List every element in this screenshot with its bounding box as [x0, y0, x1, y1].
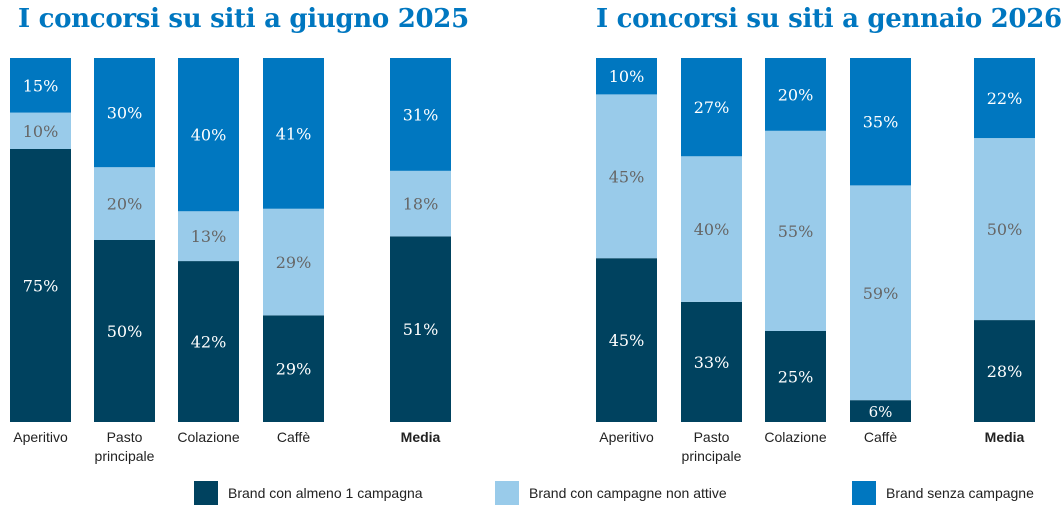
category-label: principale: [682, 448, 742, 464]
bar-segment: [94, 240, 155, 422]
data-label: 20%: [107, 195, 143, 214]
data-label: 18%: [403, 195, 439, 214]
bar-segment: [974, 138, 1035, 321]
category-label: Aperitivo: [13, 429, 68, 445]
data-label: 40%: [191, 126, 227, 145]
data-label: 45%: [609, 331, 645, 350]
data-label: 30%: [107, 104, 143, 123]
bar-segment: [390, 236, 451, 422]
bar-segment: [263, 315, 324, 422]
data-label: 13%: [191, 227, 227, 246]
data-label: 50%: [987, 220, 1023, 239]
category-label: Media: [985, 429, 1025, 445]
bar-segment: [390, 170, 451, 237]
legend-swatch-inactive: [495, 481, 519, 505]
bar-segment: [263, 58, 324, 209]
data-label: 75%: [23, 277, 59, 296]
bar-segment: [94, 58, 155, 168]
bar-segment: [178, 261, 239, 422]
bar-segment: [974, 58, 1035, 139]
category-label: Caffè: [864, 429, 897, 445]
legend-item-inactive: Brand con campagne non attive: [495, 481, 727, 505]
bar-segment: [850, 58, 911, 186]
data-label: 45%: [609, 167, 645, 186]
bar-segment: [974, 320, 1035, 422]
legend-label: Brand con campagne non attive: [529, 485, 727, 501]
data-label: 28%: [987, 362, 1023, 381]
chart-title-january-2026: I concorsi su siti a gennaio 2026: [596, 4, 1061, 34]
data-label: 42%: [191, 333, 227, 352]
bar-segment: [765, 58, 826, 131]
data-label: 15%: [23, 76, 59, 95]
legend-swatch-none: [852, 481, 876, 505]
bar-segment: [390, 58, 451, 171]
data-label: 33%: [694, 353, 730, 372]
category-label: Colazione: [177, 429, 239, 445]
bar-segment: [850, 400, 911, 422]
bar-segment: [765, 331, 826, 422]
data-label: 31%: [403, 105, 439, 124]
bar-segment: [178, 211, 239, 262]
data-label: 25%: [778, 368, 814, 387]
data-label: 29%: [276, 253, 312, 272]
chart-title-june-2025: I concorsi su siti a giugno 2025: [18, 4, 469, 34]
data-label: 10%: [23, 122, 59, 141]
legend-swatch-active: [194, 481, 218, 505]
bar-segment: [596, 58, 657, 95]
bar-segment: [681, 156, 742, 302]
data-label: 51%: [403, 320, 439, 339]
bar-segment: [765, 130, 826, 331]
category-label: Media: [401, 429, 441, 445]
data-label: 27%: [694, 98, 730, 117]
data-label: 40%: [694, 220, 730, 239]
bar-segment: [10, 112, 71, 149]
data-label: 41%: [276, 124, 312, 143]
bar-segment: [10, 58, 71, 113]
legend-label: Brand senza campagne: [886, 485, 1034, 501]
bar-segment: [10, 149, 71, 422]
category-label: Aperitivo: [599, 429, 654, 445]
category-label: Colazione: [764, 429, 826, 445]
data-label: 6%: [869, 403, 893, 421]
category-label: Pasto: [694, 429, 730, 445]
data-label: 35%: [863, 113, 899, 132]
bar-segment: [178, 58, 239, 212]
bar-segment: [850, 185, 911, 401]
bar-segment: [681, 58, 742, 157]
data-label: 59%: [863, 284, 899, 303]
data-label: 50%: [107, 322, 143, 341]
legend-label: Brand con almeno 1 campagna: [228, 485, 423, 501]
legend-item-active: Brand con almeno 1 campagna: [194, 481, 423, 505]
data-label: 55%: [778, 222, 814, 241]
data-label: 22%: [987, 89, 1023, 108]
data-label: 10%: [609, 67, 645, 86]
bar-segment: [596, 258, 657, 422]
data-label: 20%: [778, 85, 814, 104]
data-label: 29%: [276, 360, 312, 379]
bar-segment: [94, 167, 155, 240]
bar-segment: [681, 301, 742, 422]
legend-item-none: Brand senza campagne: [852, 481, 1034, 505]
category-label: principale: [95, 448, 155, 464]
bar-segment: [596, 94, 657, 259]
category-label: Pasto: [107, 429, 143, 445]
category-label: Caffè: [277, 429, 310, 445]
bar-segment: [263, 208, 324, 316]
